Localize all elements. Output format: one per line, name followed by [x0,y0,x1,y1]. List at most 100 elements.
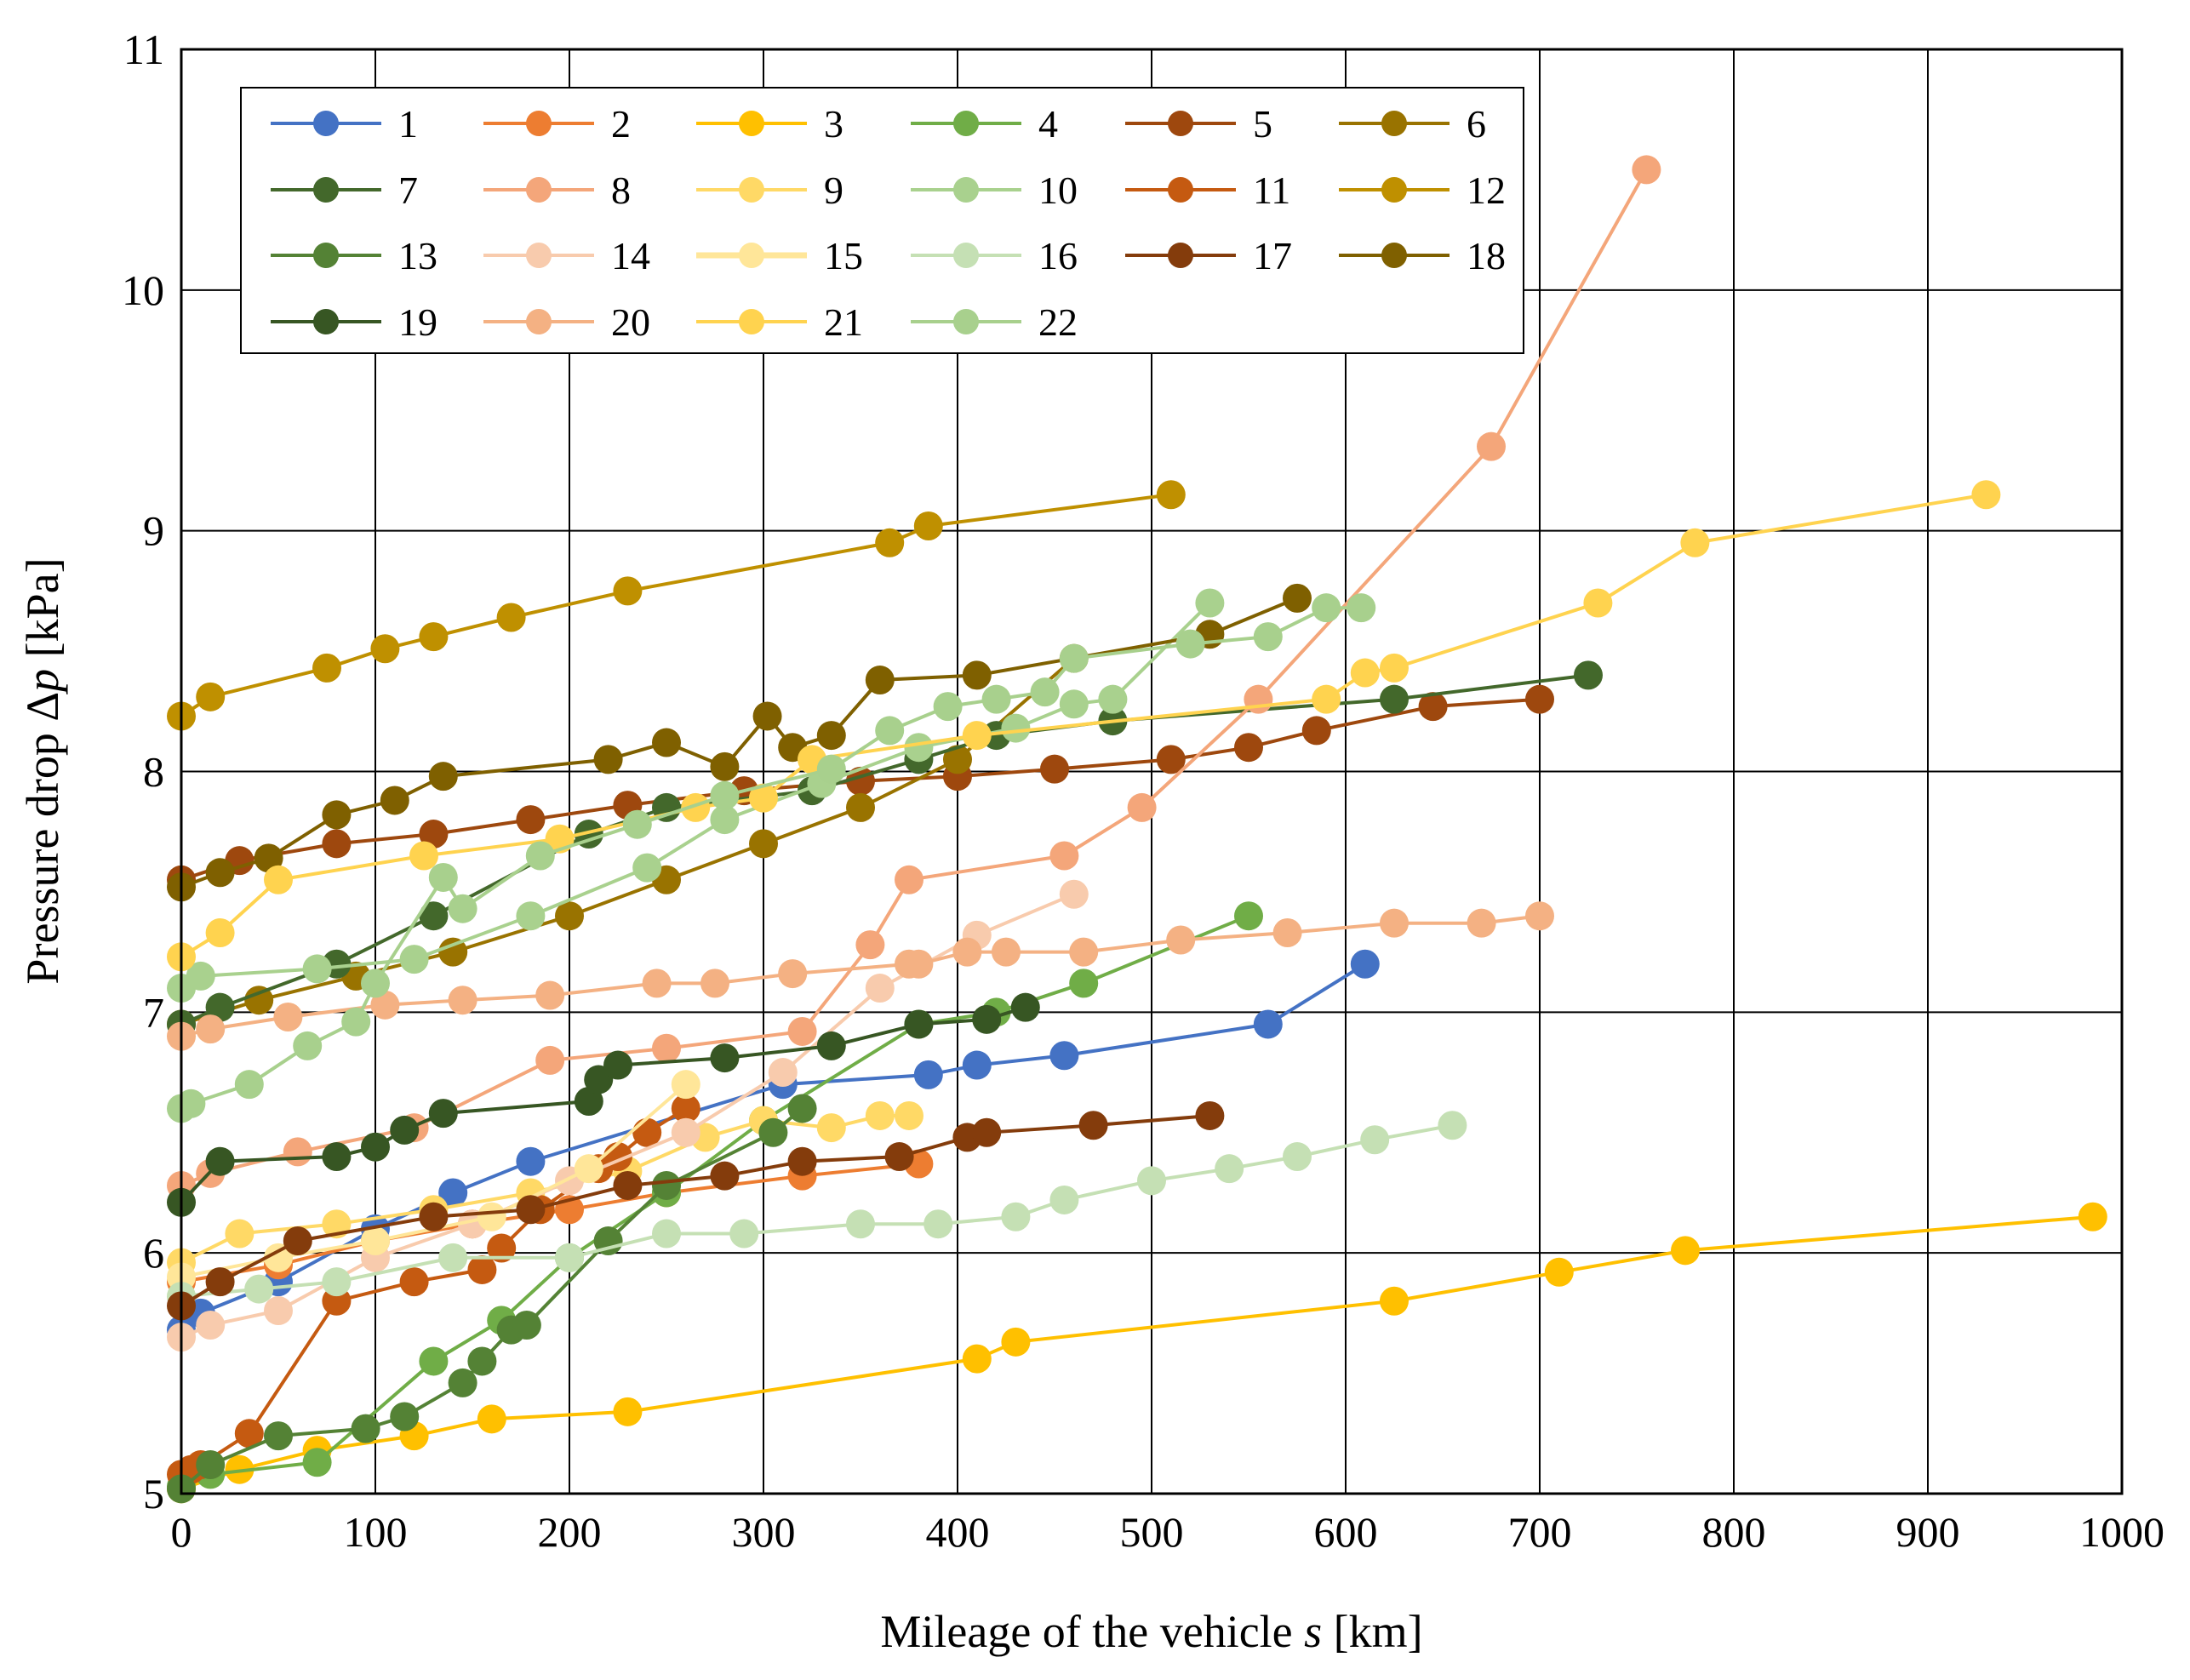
data-point-s1-5 [516,1146,546,1176]
data-point-s21-14 [1971,480,2001,510]
series-21 [167,480,2001,972]
x-tick-label: 800 [1702,1508,1766,1556]
data-point-s16-2 [322,1267,352,1297]
series-line-4 [180,914,1249,1489]
data-point-s21-1 [205,917,235,947]
legend-label-9: 9 [824,169,843,212]
legend-item-3: 3 [696,102,843,146]
data-point-s22-11 [816,754,846,784]
x-tick-label: 100 [344,1508,408,1556]
data-point-s21-6 [749,783,778,813]
data-point-s5-4 [516,805,546,835]
data-point-s3-9 [1544,1257,1574,1287]
series-13 [167,1094,817,1504]
data-point-s8-8 [895,865,923,894]
legend-label-16: 16 [1038,234,1078,277]
data-point-s5-3 [419,820,449,849]
legend-item-4: 4 [911,102,1058,146]
data-point-s13-5 [448,1368,477,1397]
data-point-s11-7 [487,1233,517,1263]
data-point-s18-13 [962,660,992,690]
legend-item-22: 22 [911,300,1078,344]
data-point-s10-6 [710,805,740,835]
data-point-s19-5 [428,1099,458,1129]
legend-marker-10 [953,177,979,203]
data-point-s20-1 [196,1014,226,1044]
data-point-s8-7 [855,930,885,960]
legend-label-10: 10 [1038,169,1078,212]
data-point-s21-12 [1583,588,1613,618]
data-point-s19-2 [322,1142,352,1172]
data-point-s9-9 [865,1100,895,1130]
data-point-s16-14 [1360,1125,1390,1155]
data-point-s16-7 [846,1209,875,1239]
data-point-s11-6 [467,1254,497,1284]
data-point-s8-11 [1244,684,1273,714]
legend-box [240,87,1524,354]
data-point-s10-5 [632,853,662,883]
y-tick-label: 8 [143,748,164,796]
data-point-s20-5 [535,980,565,1010]
legend-item-1: 1 [271,102,418,146]
data-point-s21-2 [264,865,293,894]
data-point-s6-6 [749,829,778,859]
data-point-s14-6 [671,1117,700,1147]
series-16 [167,1111,1467,1311]
x-axis-title: Mileage of the vehicle s [km] [880,1606,1422,1657]
data-point-s21-10 [1350,658,1380,688]
data-point-s14-10 [1059,879,1089,909]
x-tick-label: 900 [1896,1508,1960,1556]
data-point-s3-10 [1671,1236,1700,1266]
data-point-s19-8 [603,1050,632,1080]
data-point-s14-1 [196,1311,226,1340]
data-point-s17-12 [1195,1100,1225,1130]
legend-item-16: 16 [911,234,1078,277]
data-point-s16-8 [923,1209,953,1239]
data-point-s20-18 [1525,901,1554,931]
data-point-s18-9 [752,701,782,731]
data-point-s17-11 [1078,1111,1108,1140]
y-tick-label: 9 [143,507,164,555]
data-point-s7-1 [205,992,235,1022]
legend-marker-9 [739,177,764,203]
data-point-s10-8 [904,733,934,763]
legend-marker-4 [953,111,979,136]
data-point-s20-4 [448,986,477,1015]
x-tick-label: 500 [1120,1508,1184,1556]
data-point-s10-12 [1195,588,1225,618]
data-point-s1-4 [438,1178,468,1208]
data-point-s15-1 [264,1243,293,1272]
data-point-s20-10 [904,949,934,979]
data-point-s5-12 [1301,716,1331,746]
legend-label-2: 2 [611,102,631,146]
data-point-s12-3 [370,634,400,664]
legend-item-15: 15 [696,234,863,277]
data-point-s9-1 [225,1219,254,1249]
data-point-s12-4 [419,622,449,652]
data-point-s22-1 [176,1089,206,1118]
data-point-s13-10 [652,1170,681,1200]
data-point-s5-9 [1040,754,1069,784]
data-point-s8-12 [1477,431,1506,461]
data-point-s22-10 [710,780,740,810]
data-point-s18-12 [865,666,895,695]
legend-label-5: 5 [1253,102,1272,146]
data-point-s15-5 [671,1070,700,1100]
data-point-s12-6 [613,576,643,606]
legend-marker-7 [313,177,339,203]
data-point-s10-4 [516,901,546,931]
data-point-s10-1 [186,961,215,991]
data-point-s20-11 [952,937,982,967]
data-point-s3-6 [962,1344,992,1374]
data-point-s15-3 [477,1202,506,1231]
data-point-s4-10 [1069,969,1099,998]
data-point-s20-3 [370,990,400,1020]
data-point-s18-1 [205,858,235,888]
data-point-s14-8 [865,974,895,1003]
data-point-s13-3 [351,1414,380,1443]
data-point-s18-15 [1283,583,1312,613]
data-point-s17-4 [516,1195,546,1225]
legend-label-12: 12 [1467,169,1506,212]
data-point-s18-2 [254,843,283,873]
data-point-s17-1 [205,1267,235,1297]
